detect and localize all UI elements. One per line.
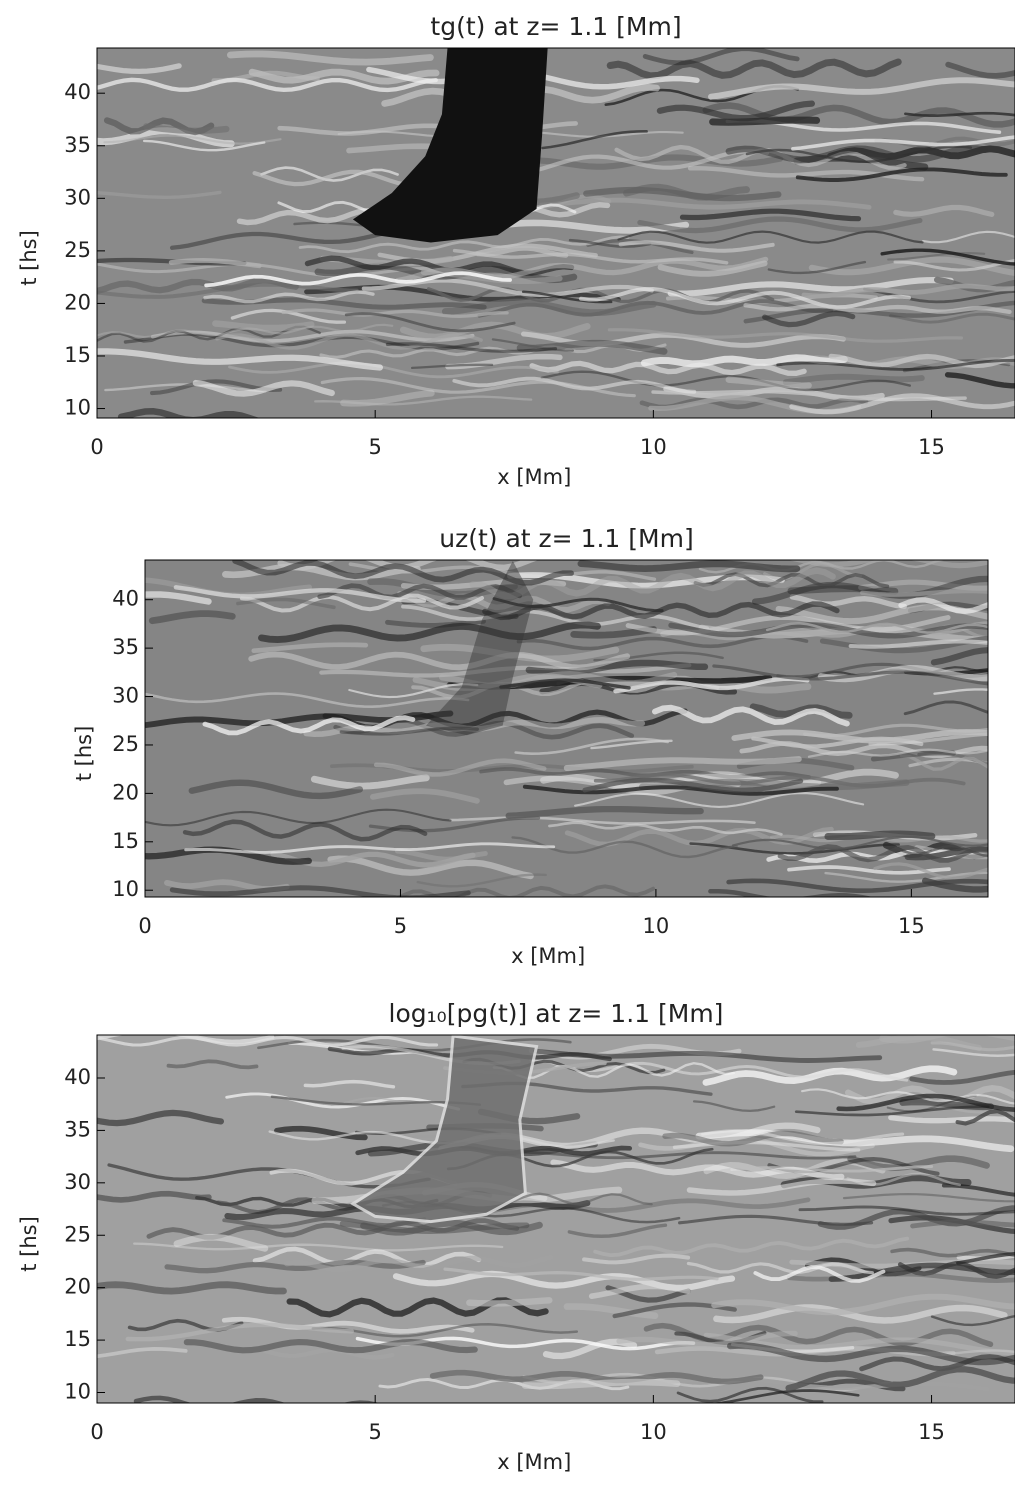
y-axis-label: t [hs] (17, 230, 41, 286)
x-tick-label: 15 (898, 914, 925, 938)
y-tick-label: 30 (64, 1170, 91, 1194)
x-tick-label: 5 (368, 435, 381, 459)
y-tick-label: 40 (64, 80, 91, 104)
x-tick-label: 10 (640, 435, 667, 459)
x-tick-label: 15 (918, 435, 945, 459)
texture-stroke (713, 120, 817, 122)
y-tick-label: 10 (112, 877, 139, 901)
y-tick-label: 25 (64, 238, 91, 262)
y-tick-label: 30 (64, 185, 91, 209)
x-tick-label: 5 (368, 1420, 381, 1444)
y-tick-label: 40 (64, 1065, 91, 1089)
y-tick-label: 10 (64, 396, 91, 420)
panel: uz(t) at z= 1.1 [Mm] 0 5 10 15 10 15 20 25 30 35 40… (72, 524, 1015, 968)
y-tick-label: 15 (112, 829, 139, 853)
y-tick-label: 35 (64, 133, 91, 157)
x-tick-label: 10 (640, 1420, 667, 1444)
y-tick-label: 20 (64, 290, 91, 314)
panel: log₁₀[pg(t)] at z= 1.1 [Mm] 0 5 10 15 10 15 20 2… (17, 999, 1015, 1474)
panel-title: uz(t) at z= 1.1 [Mm] (439, 524, 693, 553)
x-axis-label: x [Mm] (497, 1450, 571, 1474)
heatmap-image (49, 1031, 1015, 1412)
y-tick-label: 35 (112, 635, 139, 659)
texture-stroke (581, 564, 797, 569)
x-tick-label: 0 (138, 914, 151, 938)
x-tick-label: 0 (90, 1420, 103, 1444)
x-tick-label: 15 (918, 1420, 945, 1444)
heatmap-image (52, 48, 1015, 421)
y-axis-label: t [hs] (17, 1216, 41, 1272)
x-tick-label: 0 (90, 435, 103, 459)
y-tick-label: 15 (64, 343, 91, 367)
y-tick-label: 40 (112, 587, 139, 611)
x-axis-label: x [Mm] (511, 944, 585, 968)
y-tick-label: 15 (64, 1327, 91, 1351)
y-tick-label: 10 (64, 1380, 91, 1404)
panel: tg(t) at z= 1.1 [Mm] 0 5 10 15 10 15 20 25 30 35 40… (17, 12, 1015, 489)
panel-title: log₁₀[pg(t)] at z= 1.1 [Mm] (389, 999, 724, 1028)
y-tick-label: 20 (112, 780, 139, 804)
y-tick-label: 25 (64, 1222, 91, 1246)
y-tick-label: 20 (64, 1275, 91, 1299)
texture-stroke (469, 1300, 549, 1303)
y-tick-label: 35 (64, 1117, 91, 1141)
y-tick-label: 25 (112, 732, 139, 756)
heatmap-image (97, 555, 1015, 908)
texture-stroke (525, 1382, 677, 1386)
x-tick-label: 10 (643, 914, 670, 938)
x-axis-label: x [Mm] (497, 465, 571, 489)
y-axis-label: t [hs] (72, 726, 96, 782)
y-tick-label: 30 (112, 684, 139, 708)
panel-title: tg(t) at z= 1.1 [Mm] (430, 12, 681, 41)
x-tick-label: 5 (394, 914, 407, 938)
